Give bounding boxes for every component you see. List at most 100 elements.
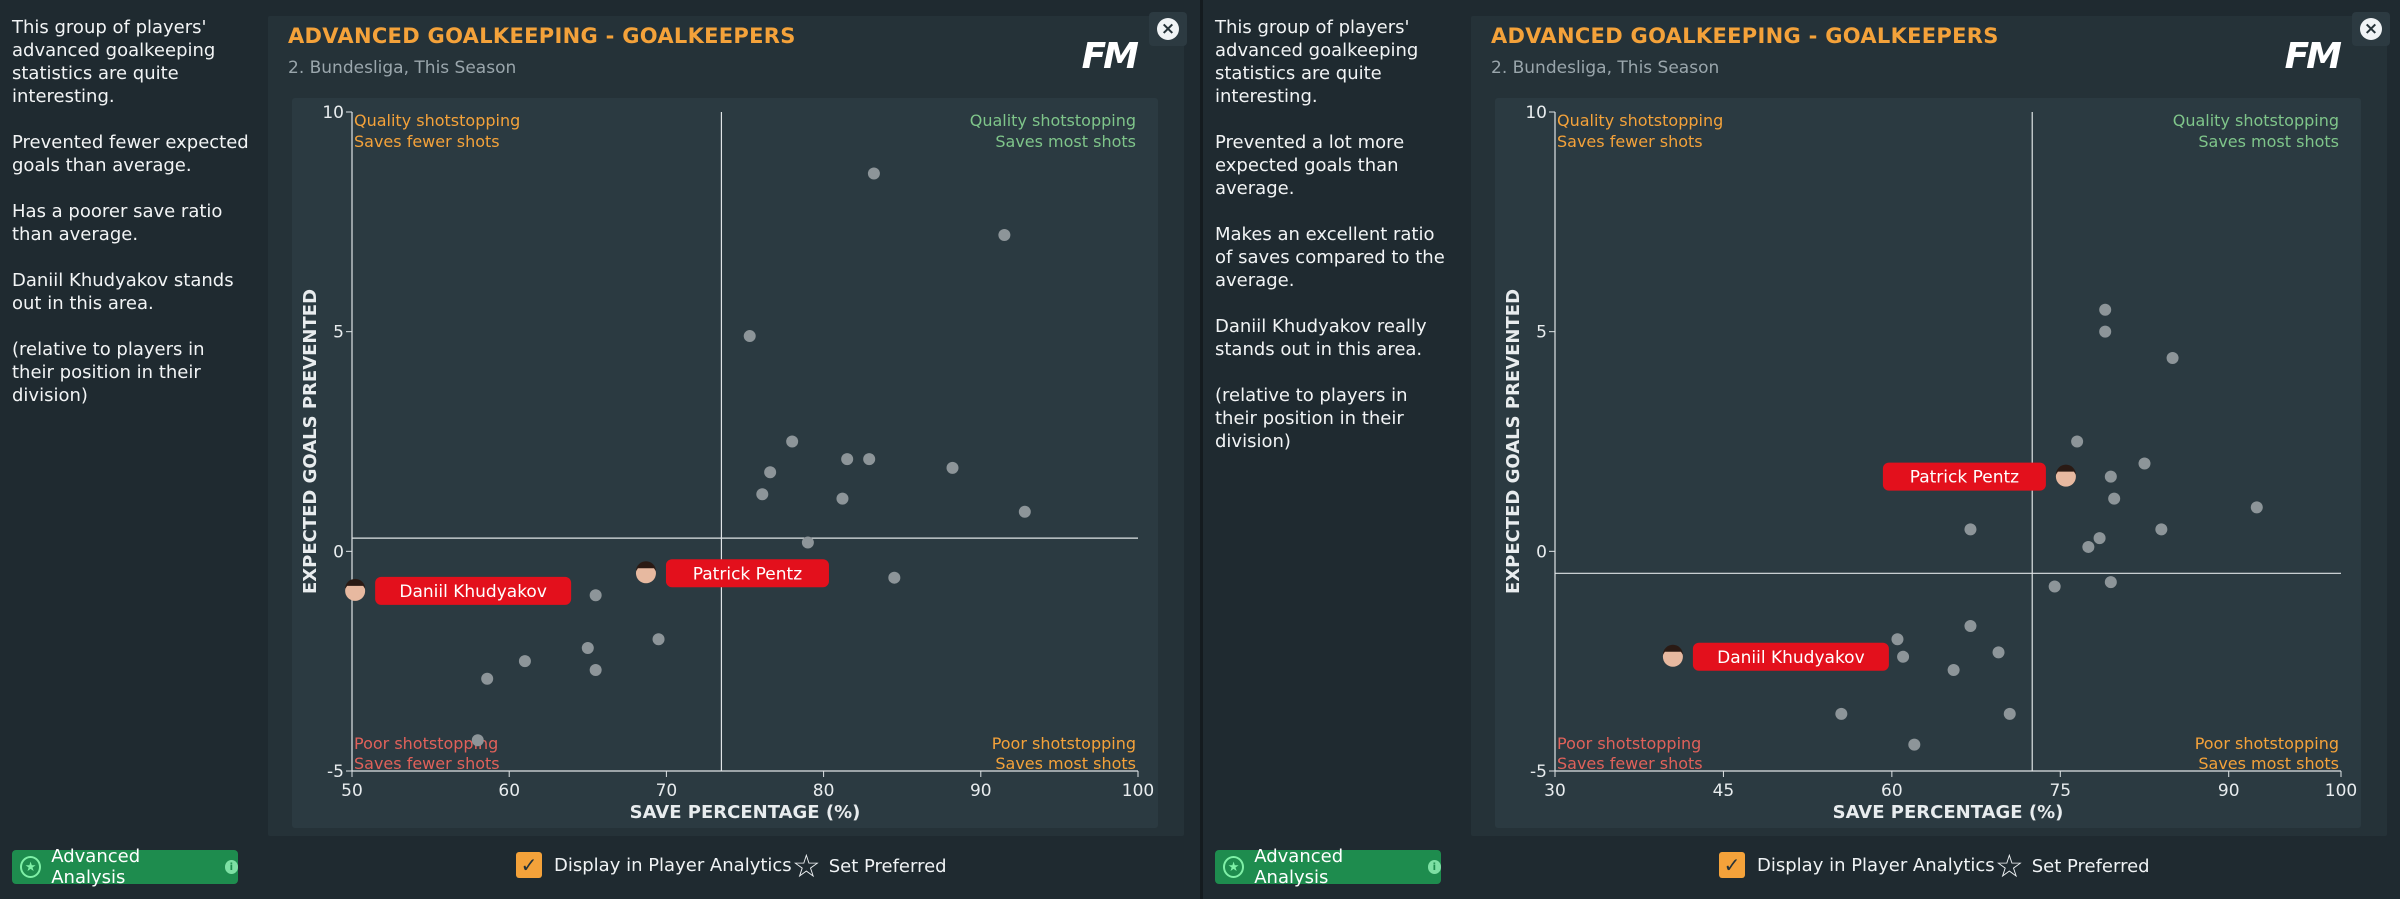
fm-logo: FM (1081, 36, 1139, 77)
summary-line: Daniil Khudyakov really stands out in th… (1215, 316, 1427, 360)
quadrant-label-bottom-right: Saves most shots (995, 754, 1136, 773)
quadrant-label-top-right: Saves most shots (2198, 132, 2339, 151)
data-point (518, 655, 531, 668)
data-point (2003, 707, 2016, 720)
scatter-chart: -5 0 5 10 30 45 60 75 90 100 SAVE PERCENTAGE (%) EX… (1495, 98, 2361, 828)
summary-line: This group of players' advanced goalkeep… (1215, 17, 1419, 107)
set-preferred-button[interactable]: ☆ Set Preferred (1995, 850, 2150, 882)
close-button[interactable]: × (2352, 12, 2390, 46)
x-axis-title: SAVE PERCENTAGE (%) (630, 802, 861, 823)
y-axis-title: EXPECTED GOALS PREVENTED (1503, 289, 1524, 594)
quadrant-label-top-left: Saves fewer shots (1557, 132, 1703, 151)
quadrant-label-top-left: Quality shotstopping (354, 111, 520, 130)
x-tick-label: 60 (498, 781, 520, 801)
close-button[interactable]: × (1149, 12, 1187, 46)
data-point (867, 167, 880, 180)
data-point (2099, 303, 2112, 316)
quadrant-label-top-right: Saves most shots (995, 132, 1136, 151)
checkbox-checked-icon[interactable]: ✓ (1719, 852, 1745, 878)
panel-left: This group of players' advanced goalkeep… (0, 12, 1200, 888)
data-point (2104, 470, 2117, 483)
data-point (1908, 738, 1921, 751)
quadrant-label-bottom-left: Saves fewer shots (1557, 754, 1703, 773)
y-tick-label: 0 (333, 542, 344, 562)
highlighted-player[interactable]: Daniil Khudyakov (345, 576, 572, 605)
display-in-player-analytics-toggle[interactable]: ✓ Display in Player Analytics (516, 852, 792, 878)
player-label-badge (665, 559, 829, 588)
data-point (2104, 576, 2117, 589)
x-tick-label: 100 (2325, 781, 2357, 801)
data-point (1992, 646, 2005, 659)
star-outline-icon: ☆ (1995, 847, 2024, 885)
player-label: Daniil Khudyakov (399, 582, 547, 602)
data-point (2250, 501, 2263, 514)
x-tick-label: 80 (813, 781, 835, 801)
data-point (2048, 580, 2061, 593)
highlighted-player[interactable]: Patrick Pentz (635, 559, 829, 588)
close-icon: × (2360, 18, 2382, 40)
info-icon[interactable]: i (224, 860, 239, 874)
quadrant-label-top-right: Quality shotstopping (970, 111, 1136, 130)
star-outline-icon: ☆ (792, 847, 821, 885)
data-point (786, 435, 799, 448)
quadrant-label-top-left: Quality shotstopping (1557, 111, 1723, 130)
quadrant-label-bottom-left: Poor shotstopping (354, 734, 498, 753)
summary-line: Daniil Khudyakov stands out in this area… (12, 270, 234, 314)
summary-line: Prevented fewer expected goals than aver… (12, 132, 249, 176)
y-tick-label: 5 (333, 323, 344, 343)
summary-line: Prevented a lot more expected goals than… (1215, 132, 1405, 199)
set-preferred-label: Set Preferred (828, 855, 947, 877)
bottom-bar: ★ Advanced Analysis i ✓ Display in Playe… (0, 846, 1200, 888)
data-point (2082, 540, 2095, 553)
data-point (652, 633, 665, 646)
advanced-analysis-button[interactable]: ★ Advanced Analysis i (1215, 846, 1442, 888)
y-tick-label: -5 (1530, 762, 1547, 782)
data-point (764, 466, 777, 479)
chart-panel: ADVANCED GOALKEEPING - GOALKEEPERS 2. Bu… (268, 16, 1184, 836)
player-label: Patrick Pentz (1910, 468, 2019, 488)
data-point (589, 589, 602, 602)
x-tick-label: 60 (1881, 781, 1903, 801)
y-tick-label: 0 (1536, 542, 1547, 562)
checkbox-checked-icon[interactable]: ✓ (516, 852, 542, 878)
chart-subtitle: 2. Bundesliga, This Season (1491, 58, 1720, 78)
highlighted-player[interactable]: Daniil Khudyakov (1662, 642, 1889, 671)
data-point (2166, 352, 2179, 365)
data-point (1964, 620, 1977, 633)
data-point (946, 461, 959, 474)
data-point (863, 453, 876, 466)
data-point (2138, 457, 2151, 470)
x-tick-label: 75 (2049, 781, 2071, 801)
set-preferred-label: Set Preferred (2031, 855, 2150, 877)
x-tick-label: 45 (1713, 781, 1735, 801)
data-point (471, 734, 484, 747)
info-icon[interactable]: i (1427, 860, 1442, 874)
summary-line: (relative to players in their position i… (12, 339, 205, 406)
display-in-player-analytics-toggle[interactable]: ✓ Display in Player Analytics (1719, 852, 1995, 878)
data-point (2093, 532, 2106, 545)
y-tick-label: -5 (327, 762, 344, 782)
display-label: Display in Player Analytics (1757, 854, 1995, 876)
highlighted-player[interactable]: Patrick Pentz (1882, 462, 2076, 491)
quadrant-label-bottom-right: Saves most shots (2198, 754, 2339, 773)
data-point (481, 672, 494, 685)
quadrant-label-bottom-left: Poor shotstopping (1557, 734, 1701, 753)
scatter-chart: -5 0 5 10 50 60 70 80 90 100 SAVE PERCENTAGE (%) EX… (292, 98, 1158, 828)
close-icon: × (1157, 18, 1179, 40)
star-badge-icon: ★ (1223, 856, 1245, 878)
player-label: Patrick Pentz (693, 564, 802, 584)
data-point (581, 641, 594, 654)
quadrant-label-top-right: Quality shotstopping (2173, 111, 2339, 130)
advanced-analysis-button[interactable]: ★ Advanced Analysis i (12, 846, 239, 888)
set-preferred-button[interactable]: ☆ Set Preferred (792, 850, 947, 882)
y-tick-label: 10 (322, 103, 344, 123)
data-point (998, 229, 1011, 242)
x-axis-title: SAVE PERCENTAGE (%) (1833, 802, 2064, 823)
chart-panel: ADVANCED GOALKEEPING - GOALKEEPERS 2. Bu… (1471, 16, 2387, 836)
x-tick-label: 30 (1544, 781, 1566, 801)
y-tick-label: 10 (1525, 103, 1547, 123)
player-label: Daniil Khudyakov (1717, 648, 1865, 668)
data-point (836, 492, 849, 505)
quadrant-label-bottom-right: Poor shotstopping (2195, 734, 2339, 753)
display-label: Display in Player Analytics (554, 854, 792, 876)
